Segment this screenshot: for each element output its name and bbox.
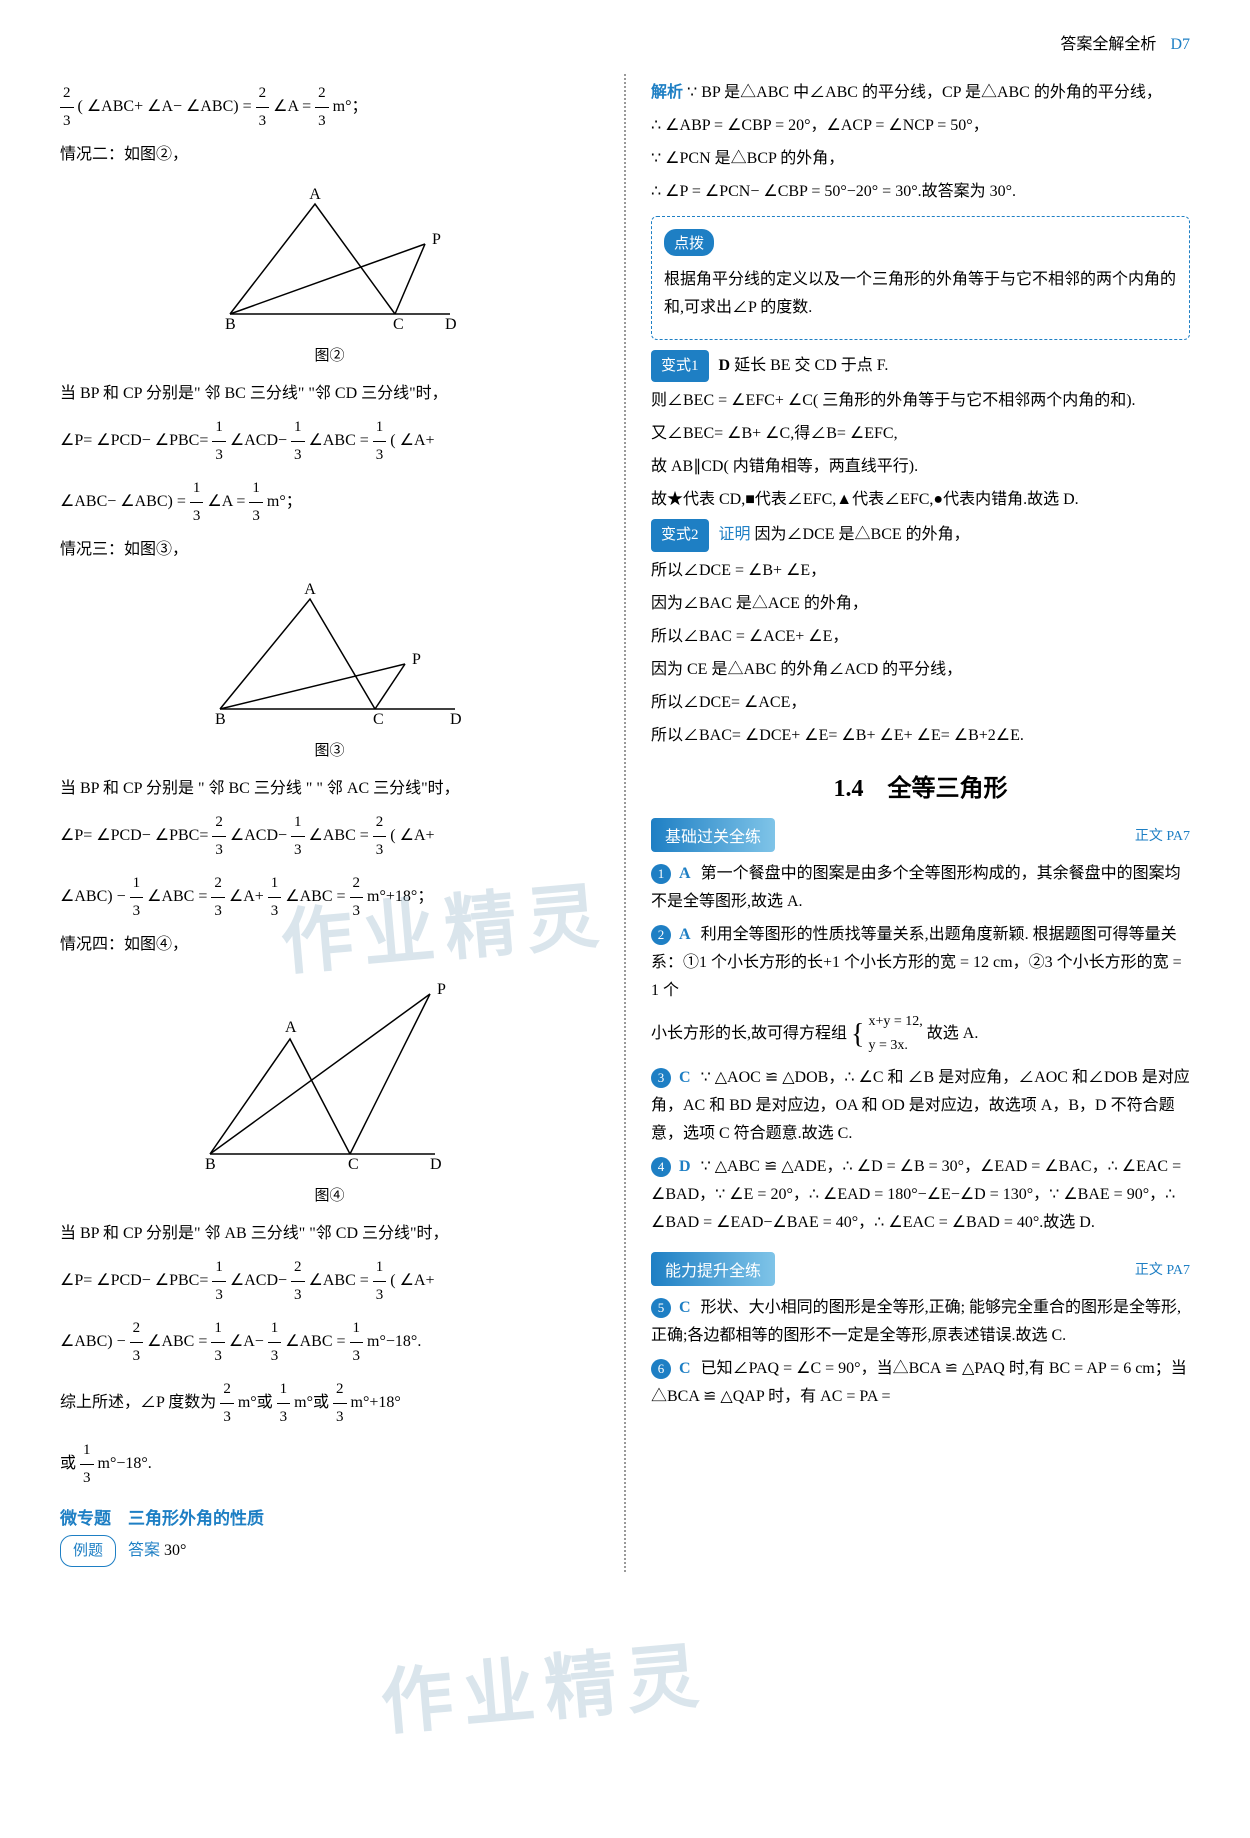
math-expr: 23 ( ∠ABC+ ∠A− ∠ABC) = 23 ∠A = 23 m°； <box>60 80 599 135</box>
watermark: 作业精灵 <box>376 1616 712 1749</box>
math-expr: ∠ABC) − 13 ∠ABC = 23 ∠A+ 13 ∠ABC = 23 m°… <box>60 870 599 925</box>
hint-tag: 点拨 <box>664 229 714 256</box>
question-2-eq: 小长方形的长,故可得方程组 { x+y = 12, y = 3x. 故选 A. <box>651 1010 1190 1059</box>
header-title: 答案全解全析 <box>1060 36 1156 53</box>
svg-text:A: A <box>285 1019 297 1036</box>
variant-1-line: 故★代表 CD,■代表∠EFC,▲代表∠EFC,●代表内错角.故选 D. <box>651 486 1190 514</box>
variant-2-line: 所以∠DCE = ∠B+ ∠E， <box>651 557 1190 585</box>
math-expr: ∠P= ∠PCD− ∠PBC= 13 ∠ACD− 23 ∠ABC = 13 ( … <box>60 1254 599 1309</box>
svg-text:B: B <box>225 316 236 333</box>
svg-text:B: B <box>205 1156 216 1173</box>
content: 23 ( ∠ABC+ ∠A− ∠ABC) = 23 ∠A = 23 m°； 情况… <box>60 74 1190 1572</box>
svg-text:D: D <box>430 1156 442 1173</box>
figure-4-label: 图④ <box>60 1184 599 1205</box>
variant-1-tag: 变式1 <box>651 350 709 382</box>
section-title: 1.4 全等三角形 <box>651 768 1190 803</box>
question-2: 2 A 利用全等图形的性质找等量关系,出题角度新颖. 根据题图可得等量关系：①1… <box>651 921 1190 1005</box>
hint-text: 根据角平分线的定义以及一个三角形的外角等于与它不相邻的两个内角的和,可求出∠P … <box>664 266 1177 322</box>
variant-2-tag: 变式2 <box>651 519 709 551</box>
hint-box: 点拨 根据角平分线的定义以及一个三角形的外角等于与它不相邻的两个内角的和,可求出… <box>651 216 1190 340</box>
page-header: 答案全解全析 D7 <box>60 30 1190 54</box>
practice-header-1: 基础过关全练 正文 PA7 <box>651 818 1190 852</box>
svg-text:C: C <box>373 711 384 728</box>
svg-text:P: P <box>412 651 421 668</box>
svg-text:B: B <box>215 711 226 728</box>
question-4: 4 D ∵ △ABC ≌ △ADE，∴ ∠D = ∠B = 30°，∠EAD =… <box>651 1153 1190 1237</box>
math-expr: ∠P= ∠PCD− ∠PBC= 13 ∠ACD− 13 ∠ABC = 13 ( … <box>60 414 599 469</box>
case2-text: 当 BP 和 CP 分别是" 邻 BC 三分线" "邻 CD 三分线"时， <box>60 380 599 408</box>
math-expr: ∠ABC) − 23 ∠ABC = 13 ∠A− 13 ∠ABC = 13 m°… <box>60 1315 599 1370</box>
practice-ref: 正文 PA7 <box>1135 825 1190 845</box>
case3-label: 情况三：如图③， <box>60 536 599 564</box>
svg-text:D: D <box>445 316 457 333</box>
variant-1-line: 故 AB∥CD( 内错角相等，两直线平行). <box>651 453 1190 481</box>
practice-ref: 正文 PA7 <box>1135 1259 1190 1279</box>
svg-text:A: A <box>309 186 321 203</box>
variant-2-line: 所以∠BAC = ∠ACE+ ∠E， <box>651 623 1190 651</box>
svg-text:C: C <box>393 316 404 333</box>
variant-2-line: 所以∠DCE= ∠ACE， <box>651 689 1190 717</box>
example-answer: 例题 答案 30° <box>60 1535 599 1567</box>
case3-text: 当 BP 和 CP 分别是 " 邻 BC 三分线 " " 邻 AC 三分线"时， <box>60 775 599 803</box>
figure-2: A B C D P 图② <box>60 184 599 365</box>
example-tag: 例题 <box>60 1535 116 1567</box>
variant-1-line: 则∠BEC = ∠EFC+ ∠C( 三角形的外角等于与它不相邻两个内角的和). <box>651 387 1190 415</box>
page-number: D7 <box>1170 36 1190 53</box>
left-column: 23 ( ∠ABC+ ∠A− ∠ABC) = 23 ∠A = 23 m°； 情况… <box>60 74 599 1572</box>
figure-3: A B C D P 图③ <box>60 579 599 760</box>
variant-1-line: 又∠BEC= ∠B+ ∠C,得∠B= ∠EFC, <box>651 420 1190 448</box>
analysis-line: ∵ ∠PCN 是△BCP 的外角， <box>651 145 1190 173</box>
micro-topic: 微专题 三角形外角的性质 <box>60 1504 599 1529</box>
practice-header-2: 能力提升全练 正文 PA7 <box>651 1252 1190 1286</box>
svg-text:P: P <box>432 231 441 248</box>
variant-2-line: 因为 CE 是△ABC 的外角∠ACD 的平分线， <box>651 656 1190 684</box>
svg-text:P: P <box>437 981 446 998</box>
variant-2-line: 所以∠BAC= ∠DCE+ ∠E= ∠B+ ∠E+ ∠E= ∠B+2∠E. <box>651 722 1190 750</box>
analysis-line: ∴ ∠ABP = ∠CBP = 20°，∠ACP = ∠NCP = 50°， <box>651 112 1190 140</box>
variant-2-line: 因为∠BAC 是△ACE 的外角， <box>651 590 1190 618</box>
right-column: 解析 ∵ BP 是△ABC 中∠ABC 的平分线，CP 是△ABC 的外角的平分… <box>651 74 1190 1572</box>
svg-text:D: D <box>450 711 462 728</box>
column-divider <box>624 74 626 1572</box>
practice-tag: 能力提升全练 <box>651 1252 775 1286</box>
question-3: 3 C ∵ △AOC ≌ △DOB，∴ ∠C 和 ∠B 是对应角，∠AOC 和∠… <box>651 1064 1190 1148</box>
case4-label: 情况四：如图④， <box>60 931 599 959</box>
variant-1: 变式1 D 延长 BE 交 CD 于点 F. <box>651 350 1190 382</box>
figure-2-label: 图② <box>60 344 599 365</box>
svg-text:C: C <box>348 1156 359 1173</box>
practice-tag: 基础过关全练 <box>651 818 775 852</box>
question-6: 6 C 已知∠PAQ = ∠C = 90°，当△BCA ≌ △PAQ 时,有 B… <box>651 1355 1190 1411</box>
variant-2: 变式2 证明 因为∠DCE 是△BCE 的外角， <box>651 519 1190 551</box>
case2-label: 情况二：如图②， <box>60 141 599 169</box>
figure-4: A B C D P 图④ <box>60 974 599 1205</box>
math-expr: ∠P= ∠PCD− ∠PBC= 23 ∠ACD− 13 ∠ABC = 23 ( … <box>60 809 599 864</box>
question-5: 5 C 形状、大小相同的图形是全等形,正确; 能够完全重合的图形是全等形,正确;… <box>651 1294 1190 1350</box>
svg-text:A: A <box>304 581 316 598</box>
analysis-line: ∴ ∠P = ∠PCN− ∠CBP = 50°−20° = 30°.故答案为 3… <box>651 178 1190 206</box>
math-expr: ∠ABC− ∠ABC) = 13 ∠A = 13 m°； <box>60 475 599 530</box>
summary-2: 或 13 m°−18°. <box>60 1437 599 1492</box>
analysis: 解析 ∵ BP 是△ABC 中∠ABC 的平分线，CP 是△ABC 的外角的平分… <box>651 79 1190 107</box>
case4-text: 当 BP 和 CP 分别是" 邻 AB 三分线" "邻 CD 三分线"时， <box>60 1220 599 1248</box>
question-1: 1 A 第一个餐盘中的图案是由多个全等图形构成的，其余餐盘中的图案均不是全等图形… <box>651 860 1190 916</box>
summary: 综上所述，∠P 度数为 23 m°或 13 m°或 23 m°+18° <box>60 1376 599 1431</box>
figure-3-label: 图③ <box>60 739 599 760</box>
